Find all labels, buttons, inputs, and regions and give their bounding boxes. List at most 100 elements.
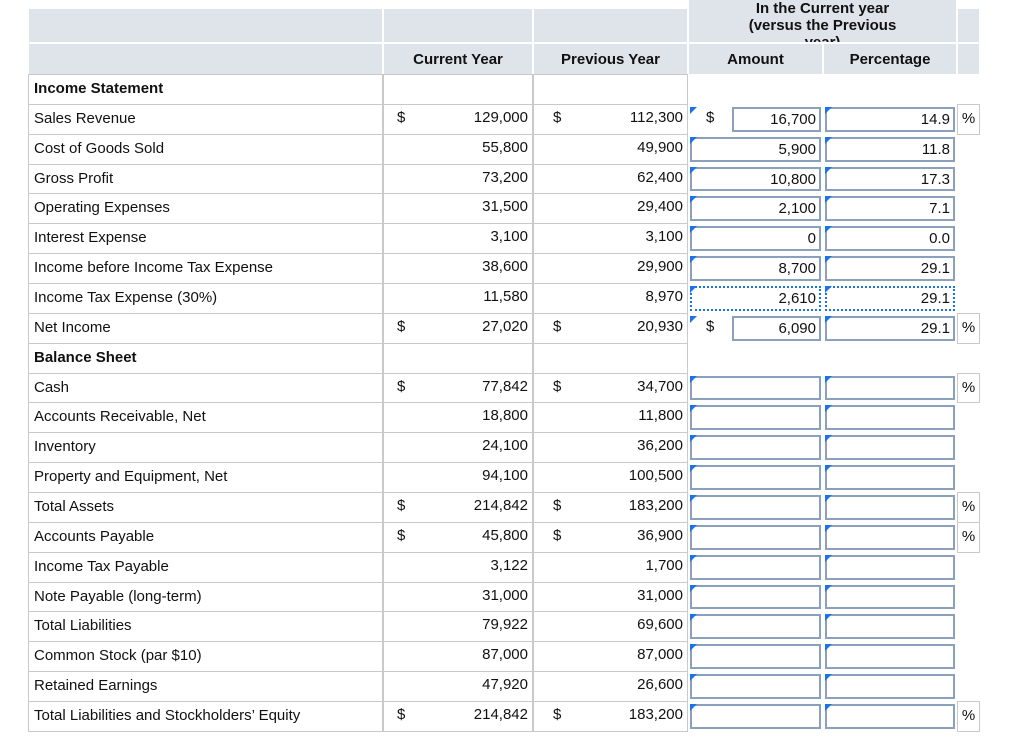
current-value: 45,800 bbox=[482, 526, 528, 544]
percentage-input[interactable] bbox=[825, 554, 955, 580]
amount-input[interactable] bbox=[690, 375, 821, 401]
previous-value: 36,900 bbox=[637, 526, 683, 544]
input-marker bbox=[825, 256, 832, 264]
row-label: Accounts Payable bbox=[28, 521, 383, 553]
column-header: Percentage bbox=[823, 43, 957, 75]
amount-input[interactable] bbox=[690, 435, 821, 461]
column-header: Previous Year bbox=[533, 43, 688, 75]
amount-input[interactable]: 2,100 bbox=[690, 196, 821, 222]
input-marker bbox=[690, 465, 697, 473]
currency-sign: $ bbox=[553, 377, 562, 395]
amount-input[interactable]: 16,700 bbox=[732, 106, 821, 132]
currency-sign: $ bbox=[553, 108, 562, 126]
amount-input[interactable] bbox=[690, 704, 821, 729]
row-label: Total Liabilities bbox=[28, 611, 383, 643]
input-marker bbox=[825, 375, 832, 383]
amount-input[interactable]: 0 bbox=[690, 226, 821, 252]
amount-input[interactable] bbox=[690, 584, 821, 610]
row-label: Cash bbox=[28, 372, 383, 404]
current-value: 24,100 bbox=[482, 437, 528, 455]
cell bbox=[533, 701, 688, 732]
currency-sign: $ bbox=[706, 108, 715, 126]
currency-sign: $ bbox=[397, 526, 406, 544]
previous-value: 29,900 bbox=[637, 258, 683, 276]
previous-value: 20,930 bbox=[637, 317, 683, 335]
header-cell bbox=[957, 43, 980, 75]
current-value: 47,920 bbox=[482, 676, 528, 694]
amount-input[interactable]: 5,900 bbox=[690, 136, 821, 162]
previous-value: 69,600 bbox=[637, 616, 683, 634]
input-marker bbox=[690, 196, 697, 204]
percentage-input[interactable]: 14.9 bbox=[825, 106, 955, 132]
input-marker bbox=[690, 495, 697, 503]
currency-sign: $ bbox=[553, 526, 562, 544]
input-marker bbox=[690, 644, 697, 652]
input-marker bbox=[690, 226, 697, 234]
amount-input[interactable] bbox=[690, 614, 821, 640]
percent-sign: % bbox=[957, 312, 980, 344]
input-marker bbox=[690, 554, 697, 562]
amount-input[interactable] bbox=[690, 524, 821, 550]
percentage-input[interactable]: 29.1 bbox=[825, 286, 955, 311]
current-value: 55,800 bbox=[482, 138, 528, 156]
amount-input[interactable]: 8,700 bbox=[690, 256, 821, 282]
header-cell bbox=[533, 8, 688, 43]
input-marker bbox=[825, 554, 832, 562]
percentage-input[interactable] bbox=[825, 644, 955, 670]
input-marker bbox=[825, 495, 832, 503]
cell bbox=[533, 342, 688, 374]
percentage-input[interactable] bbox=[825, 375, 955, 401]
current-value: 73,200 bbox=[482, 168, 528, 186]
current-value: 129,000 bbox=[473, 108, 528, 126]
amount-input[interactable] bbox=[690, 405, 821, 431]
amount-input[interactable] bbox=[690, 554, 821, 580]
input-marker bbox=[825, 106, 832, 114]
row-label: Income Tax Payable bbox=[28, 551, 383, 583]
amount-input[interactable] bbox=[690, 495, 821, 520]
amount-input[interactable] bbox=[690, 644, 821, 670]
input-marker bbox=[825, 584, 832, 592]
percentage-input[interactable] bbox=[825, 465, 955, 491]
row-label: Cost of Goods Sold bbox=[28, 133, 383, 165]
percentage-input[interactable]: 7.1 bbox=[825, 196, 955, 222]
column-header: Amount bbox=[688, 43, 823, 75]
current-value: 87,000 bbox=[482, 646, 528, 664]
input-marker bbox=[690, 674, 697, 682]
percentage-input[interactable] bbox=[825, 435, 955, 461]
percentage-input[interactable] bbox=[825, 405, 955, 431]
previous-value: 26,600 bbox=[637, 676, 683, 694]
percentage-input[interactable]: 11.8 bbox=[825, 136, 955, 162]
percentage-input[interactable]: 0.0 bbox=[825, 226, 955, 252]
input-marker bbox=[825, 226, 832, 234]
percentage-input[interactable]: 29.1 bbox=[825, 256, 955, 282]
percent-sign: % bbox=[957, 103, 980, 135]
percentage-input[interactable] bbox=[825, 584, 955, 610]
row-label: Retained Earnings bbox=[28, 671, 383, 703]
percentage-input[interactable] bbox=[825, 704, 955, 729]
input-marker bbox=[825, 644, 832, 652]
row-label: Net Income bbox=[28, 312, 383, 344]
cell bbox=[533, 74, 688, 105]
input-marker bbox=[825, 166, 832, 174]
amount-input[interactable]: 2,610 bbox=[690, 286, 821, 311]
row-label: Property and Equipment, Net bbox=[28, 462, 383, 494]
currency-sign: $ bbox=[553, 317, 562, 335]
previous-value: 29,400 bbox=[637, 198, 683, 216]
header-cell bbox=[28, 8, 383, 43]
previous-value: 1,700 bbox=[645, 556, 683, 574]
current-value: 3,100 bbox=[490, 228, 528, 246]
amount-input[interactable]: 6,090 bbox=[732, 315, 821, 341]
percentage-input[interactable] bbox=[825, 524, 955, 550]
percentage-input[interactable] bbox=[825, 674, 955, 700]
percentage-input[interactable]: 29.1 bbox=[825, 315, 955, 341]
currency-sign: $ bbox=[553, 497, 562, 515]
input-marker bbox=[825, 465, 832, 473]
current-value: 27,020 bbox=[482, 317, 528, 335]
percentage-input[interactable] bbox=[825, 614, 955, 640]
amount-input[interactable] bbox=[690, 465, 821, 491]
amount-input[interactable] bbox=[690, 674, 821, 700]
input-marker bbox=[690, 614, 697, 622]
amount-input[interactable]: 10,800 bbox=[690, 166, 821, 192]
percentage-input[interactable]: 17.3 bbox=[825, 166, 955, 192]
percentage-input[interactable] bbox=[825, 495, 955, 520]
